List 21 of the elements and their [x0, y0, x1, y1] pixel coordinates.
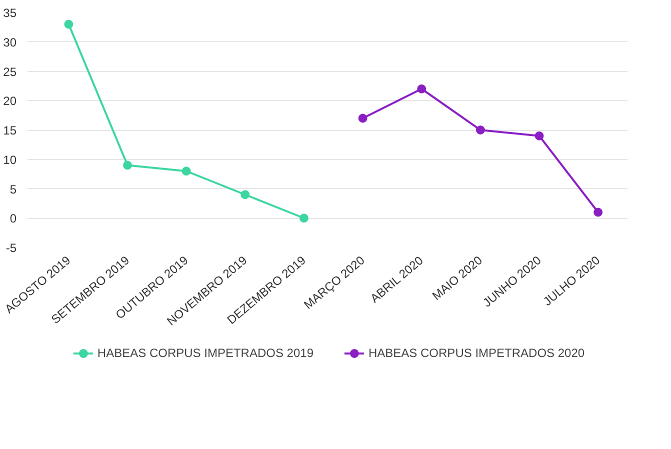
y-tick-label: 10 — [3, 152, 17, 167]
y-tick-label: 5 — [10, 182, 17, 196]
legend-label: HABEAS CORPUS IMPETRADOS 2020 — [368, 346, 585, 360]
point — [594, 208, 603, 217]
y-tick-label: 30 — [3, 35, 17, 50]
point — [476, 126, 485, 134]
y-tick-label: 0 — [10, 212, 17, 226]
y-tick-label: 20 — [3, 94, 17, 108]
point — [417, 84, 426, 94]
y-tick-label: 25 — [3, 64, 17, 79]
y-tick-label: 15 — [3, 124, 17, 138]
point — [299, 214, 308, 223]
y-tick-label: -5 — [6, 241, 17, 255]
legend-label: HABEAS CORPUS IMPETRADOS 2019 — [97, 346, 314, 360]
point — [358, 114, 368, 123]
point — [182, 166, 191, 176]
point — [240, 190, 250, 200]
point — [534, 131, 544, 140]
y-tick-label: 35 — [3, 6, 17, 20]
point — [64, 20, 74, 29]
point — [123, 160, 132, 170]
